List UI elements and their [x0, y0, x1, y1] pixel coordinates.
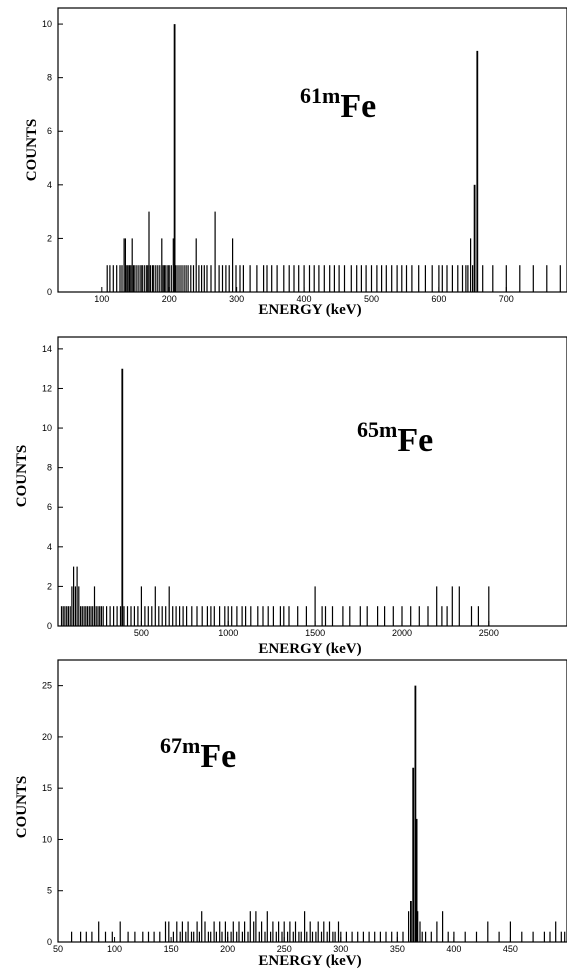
plot-frame	[57, 659, 567, 943]
x-axis-label: ENERGY (keV)	[258, 641, 361, 657]
x-tick-label: 100	[94, 294, 109, 304]
y-tick-label: 10	[42, 834, 52, 844]
bar-group	[60, 368, 490, 626]
bar-group	[70, 685, 566, 942]
x-tick-label: 1500	[305, 628, 325, 638]
x-tick-label: 700	[499, 294, 514, 304]
y-tick-label: 10	[42, 19, 52, 29]
y-tick-label: 2	[47, 581, 52, 591]
isotope-symbol: Fe	[200, 738, 236, 775]
y-axis-label: COUNTS	[14, 776, 30, 839]
x-tick-label: 100	[107, 944, 122, 954]
tick-group: 100 200 300 400 500 600 700 0 2 4 6 8 10	[42, 19, 514, 304]
isotope-mass: 65m	[357, 417, 397, 442]
y-tick-label: 14	[42, 344, 52, 354]
y-tick-label: 8	[47, 73, 52, 83]
y-tick-label: 4	[47, 542, 52, 552]
y-tick-label: 20	[42, 732, 52, 742]
isotope-mass: 61m	[300, 83, 340, 108]
y-tick-label: 0	[47, 287, 52, 297]
isotope-symbol: Fe	[397, 422, 433, 459]
x-axis-label: ENERGY (keV)	[258, 953, 361, 969]
x-tick-label: 2000	[392, 628, 412, 638]
y-tick-label: 6	[47, 502, 52, 512]
x-tick-label: 200	[162, 294, 177, 304]
x-tick-label: 450	[503, 944, 518, 954]
x-tick-label: 1000	[218, 628, 238, 638]
y-axis-label: COUNTS	[14, 445, 30, 508]
y-tick-label: 25	[42, 681, 52, 691]
x-tick-label: 400	[446, 944, 461, 954]
x-tick-label: 350	[390, 944, 405, 954]
y-axis-label: COUNTS	[24, 119, 40, 182]
spectrum-panel-65mFe: 500 1000 1500 2000 2500 0 2 4 6 8 10 12 14 COUNTS EN…	[14, 336, 567, 657]
isotope-symbol: Fe	[340, 88, 376, 125]
isotope-label: 67mFe	[160, 733, 236, 775]
x-tick-label: 500	[364, 294, 379, 304]
isotope-label: 65mFe	[357, 417, 433, 459]
tick-group: 50 100 150 200 250 300 350 400 450 0 5 10 15 20 25	[42, 681, 518, 954]
y-tick-label: 6	[47, 126, 52, 136]
x-tick-label: 300	[229, 294, 244, 304]
x-tick-label: 300	[333, 944, 348, 954]
x-tick-label: 200	[220, 944, 235, 954]
y-tick-label: 15	[42, 783, 52, 793]
y-tick-label: 8	[47, 463, 52, 473]
x-tick-label: 2500	[479, 628, 499, 638]
spectrum-panel-67mFe: 50 100 150 200 250 300 350 400 450 0 5 10 15 20 25 COU…	[14, 659, 567, 969]
x-tick-label: 600	[431, 294, 446, 304]
bar-group	[106, 24, 561, 292]
x-axis-label: ENERGY (keV)	[258, 302, 361, 318]
y-tick-label: 0	[47, 621, 52, 631]
y-tick-label: 12	[42, 383, 52, 393]
y-tick-label: 0	[47, 937, 52, 947]
spectrum-panel-61mFe: 100 200 300 400 500 600 700 0 2 4 6 8 10 COUNTS ENER…	[24, 7, 567, 318]
y-tick-label: 2	[47, 233, 52, 243]
x-tick-label: 250	[277, 944, 292, 954]
x-tick-label: 500	[134, 628, 149, 638]
y-tick-label: 4	[47, 180, 52, 190]
x-tick-label: 50	[53, 944, 63, 954]
x-tick-label: 400	[297, 294, 312, 304]
isotope-mass: 67m	[160, 733, 200, 758]
y-tick-label: 5	[47, 886, 52, 896]
isotope-label: 61mFe	[300, 83, 376, 125]
plot-frame	[57, 336, 567, 627]
tick-group: 500 1000 1500 2000 2500 0 2 4 6 8 10 12 14	[42, 344, 499, 638]
y-tick-label: 10	[42, 423, 52, 433]
plot-frame	[57, 7, 567, 293]
x-tick-label: 150	[164, 944, 179, 954]
